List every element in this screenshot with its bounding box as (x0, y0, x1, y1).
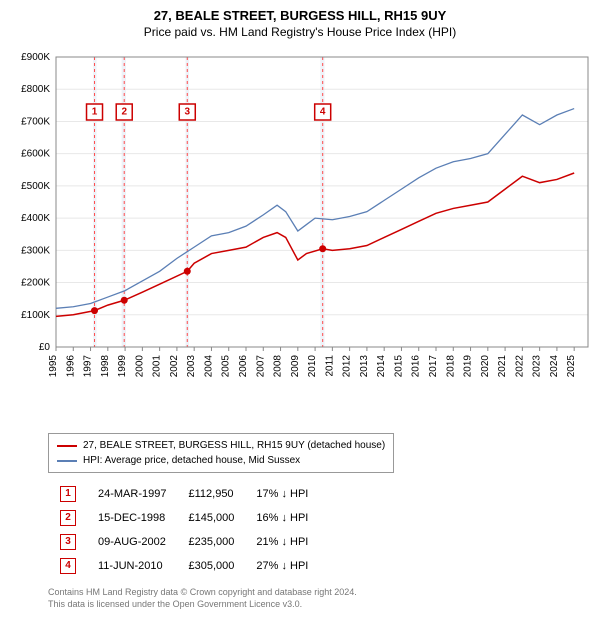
svg-text:2002: 2002 (169, 355, 180, 378)
transaction-date: 24-MAR-1997 (88, 483, 176, 505)
transaction-marker: 4 (60, 558, 76, 574)
transaction-price: £112,950 (178, 483, 244, 505)
svg-text:£400K: £400K (21, 213, 50, 224)
svg-text:£100K: £100K (21, 310, 50, 321)
table-row: 3 09-AUG-2002£235,00021% ↓ HPI (50, 531, 318, 553)
transaction-marker: 3 (60, 534, 76, 550)
transaction-marker: 2 (60, 510, 76, 526)
table-row: 4 11-JUN-2010£305,00027% ↓ HPI (50, 555, 318, 577)
chart-area: £0 £100K £200K £300K £400K £500K £600K £700K £80… (8, 47, 592, 427)
svg-text:2017: 2017 (428, 355, 439, 378)
footer-attribution: Contains HM Land Registry data © Crown c… (48, 587, 592, 610)
transaction-price: £305,000 (178, 555, 244, 577)
svg-text:£600K: £600K (21, 149, 50, 160)
legend-label: HPI: Average price, detached house, Mid … (83, 453, 300, 468)
legend-label: 27, BEALE STREET, BURGESS HILL, RH15 9UY… (83, 438, 385, 453)
svg-text:£900K: £900K (21, 52, 50, 63)
svg-text:2018: 2018 (445, 355, 456, 378)
svg-text:2006: 2006 (238, 355, 249, 378)
svg-text:2019: 2019 (463, 355, 474, 378)
legend-item: HPI: Average price, detached house, Mid … (57, 453, 385, 468)
legend-item: 27, BEALE STREET, BURGESS HILL, RH15 9UY… (57, 438, 385, 453)
footer-line: Contains HM Land Registry data © Crown c… (48, 587, 592, 599)
svg-text:2022: 2022 (514, 355, 525, 378)
svg-text:2010: 2010 (307, 355, 318, 378)
svg-text:2025: 2025 (566, 355, 577, 378)
transaction-diff: 16% ↓ HPI (246, 507, 318, 529)
svg-text:4: 4 (320, 107, 326, 118)
table-row: 1 24-MAR-1997£112,95017% ↓ HPI (50, 483, 318, 505)
svg-text:2024: 2024 (549, 355, 560, 378)
legend-swatch (57, 445, 77, 447)
table-row: 2 15-DEC-1998£145,00016% ↓ HPI (50, 507, 318, 529)
svg-text:2008: 2008 (273, 355, 284, 378)
svg-text:2021: 2021 (497, 355, 508, 378)
svg-text:1995: 1995 (48, 355, 59, 378)
svg-text:2015: 2015 (393, 355, 404, 378)
svg-text:2001: 2001 (152, 355, 163, 378)
transaction-diff: 27% ↓ HPI (246, 555, 318, 577)
svg-text:2: 2 (121, 107, 127, 118)
svg-text:1998: 1998 (100, 355, 111, 378)
chart-svg: £0 £100K £200K £300K £400K £500K £600K £700K £80… (8, 47, 592, 427)
svg-text:1: 1 (92, 107, 98, 118)
transaction-diff: 17% ↓ HPI (246, 483, 318, 505)
svg-text:1997: 1997 (83, 355, 94, 378)
svg-text:2011: 2011 (324, 355, 335, 377)
svg-text:2014: 2014 (376, 355, 387, 378)
footer-line: This data is licensed under the Open Gov… (48, 599, 592, 611)
transaction-marker: 1 (60, 486, 76, 502)
legend-swatch (57, 460, 77, 462)
svg-text:1999: 1999 (117, 355, 128, 378)
svg-text:2012: 2012 (342, 355, 353, 378)
svg-text:2023: 2023 (532, 355, 543, 378)
svg-text:2005: 2005 (221, 355, 232, 378)
chart-title: 27, BEALE STREET, BURGESS HILL, RH15 9UY (8, 8, 592, 23)
transaction-date: 09-AUG-2002 (88, 531, 176, 553)
transaction-price: £145,000 (178, 507, 244, 529)
svg-text:2007: 2007 (255, 355, 266, 378)
svg-text:£500K: £500K (21, 181, 50, 192)
svg-text:2016: 2016 (411, 355, 422, 378)
svg-text:£300K: £300K (21, 245, 50, 256)
svg-text:2003: 2003 (186, 355, 197, 378)
svg-text:£800K: £800K (21, 84, 50, 95)
transaction-price: £235,000 (178, 531, 244, 553)
svg-text:2009: 2009 (290, 355, 301, 378)
transaction-diff: 21% ↓ HPI (246, 531, 318, 553)
svg-text:1996: 1996 (65, 355, 76, 378)
svg-text:3: 3 (184, 107, 190, 118)
svg-text:2000: 2000 (134, 355, 145, 378)
svg-text:2020: 2020 (480, 355, 491, 378)
svg-text:£200K: £200K (21, 278, 50, 289)
svg-text:2004: 2004 (203, 355, 214, 378)
svg-text:2013: 2013 (359, 355, 370, 378)
transaction-date: 15-DEC-1998 (88, 507, 176, 529)
transaction-date: 11-JUN-2010 (88, 555, 176, 577)
transactions-table: 1 24-MAR-1997£112,95017% ↓ HPI 2 15-DEC-199… (48, 481, 320, 579)
svg-text:£0: £0 (39, 342, 51, 353)
legend: 27, BEALE STREET, BURGESS HILL, RH15 9UY… (48, 433, 394, 473)
chart-subtitle: Price paid vs. HM Land Registry's House … (8, 25, 592, 39)
svg-text:£700K: £700K (21, 116, 50, 127)
